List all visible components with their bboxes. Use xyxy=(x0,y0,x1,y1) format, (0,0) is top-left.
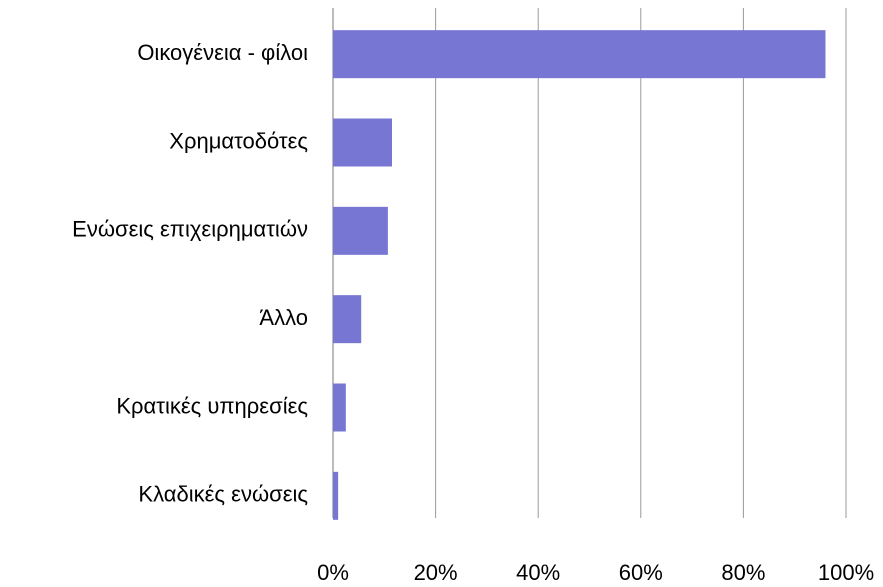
bar xyxy=(333,295,362,344)
x-tick-label: 60% xyxy=(619,560,663,585)
bar xyxy=(333,30,826,79)
x-tick-label: 20% xyxy=(414,560,458,585)
x-tick-label: 80% xyxy=(721,560,765,585)
y-tick-label: Χρηματοδότες xyxy=(169,128,308,153)
x-tick-label: 100% xyxy=(818,560,874,585)
bar xyxy=(333,206,388,255)
bar xyxy=(333,118,392,167)
y-tick-label: Ενώσεις επιχειρηματιών xyxy=(72,217,308,242)
x-tick-label: 40% xyxy=(516,560,560,585)
y-tick-label: Κρατικές υπηρεσίες xyxy=(116,393,308,418)
y-tick-label: Οικογένεια - φίλοι xyxy=(137,40,308,65)
bar xyxy=(333,383,346,432)
bar xyxy=(333,471,339,520)
y-tick-label: Κλαδικές ενώσεις xyxy=(138,482,308,507)
y-tick-label: Άλλο xyxy=(259,305,308,330)
x-tick-label: 0% xyxy=(317,560,349,585)
